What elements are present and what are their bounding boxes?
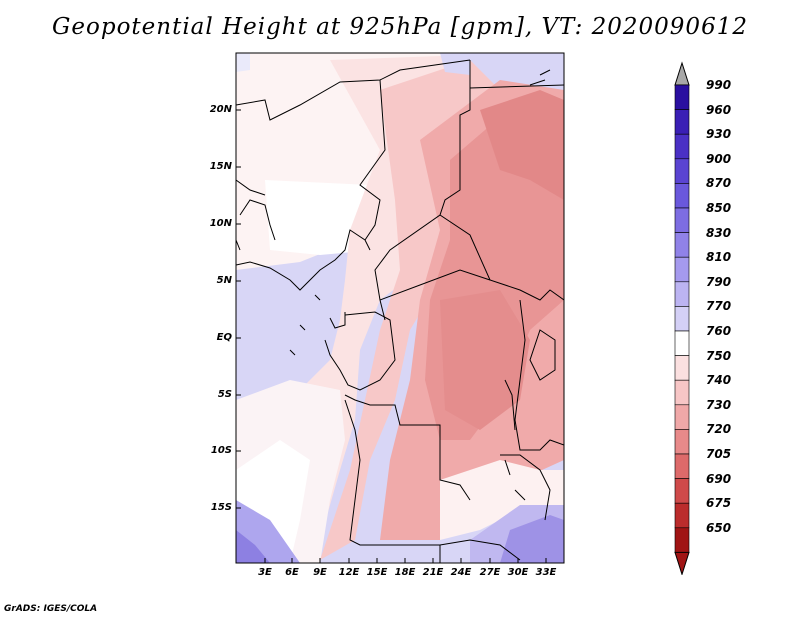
lon-label: 18E [394,567,416,578]
colorbar-tick-label: 810 [706,250,732,265]
colorbar-tick-label: 850 [706,201,732,215]
lon-label: 12E [338,567,360,578]
map-frame [235,52,565,564]
colorbar-swatch [674,281,690,307]
colorbar-tick-label: 990 [706,78,732,92]
colorbar-tick-label: 720 [706,422,732,437]
colorbar-tick-label: 730 [706,397,732,412]
lon-label: 6E [285,567,299,578]
lon-label: 30E [507,567,529,578]
lat-label: 10S [210,445,232,456]
map-title: Geopotential Height at 925hPa [gpm], VT:… [52,14,748,40]
colorbar-swatch [674,232,690,258]
colorbar-swatch [674,502,690,529]
colorbar-swatch [674,133,690,160]
lat-label: EQ [216,332,232,343]
colorbar-swatch [674,429,690,455]
colorbar-tick-label: 870 [706,176,732,191]
colorbar-swatch [674,527,690,553]
lat-label: 5N [216,275,232,286]
colorbar-swatch [674,183,690,209]
colorbar-tick-label: 705 [706,447,732,461]
colorbar-swatch [674,306,690,332]
colorbar-swatch [674,453,690,479]
colorbar-swatch [674,158,690,184]
colorbar-tick-label: 790 [706,274,732,289]
colorbar-swatch [674,478,690,504]
lon-label: 15E [366,567,388,578]
colorbar-swatch [674,355,690,381]
colorbar-tick-label: 760 [706,324,732,338]
colorbar-swatch [674,207,690,233]
colorbar-tick-label: 900 [706,151,732,166]
lat-label: 10N [209,218,232,229]
colorbar-tick-label: 690 [706,471,732,486]
colorbar-tick-label: 740 [706,373,732,388]
colorbar [674,61,690,575]
colorbar-tick-label: 675 [706,496,732,511]
colorbar-swatch [674,330,690,356]
lon-label: 33E [535,567,557,578]
lat-label: 15N [209,161,232,172]
colorbar-tick-label: 830 [706,225,732,240]
colorbar-tick-label: 960 [706,102,732,117]
lon-label: 24E [450,567,472,578]
country-borders [236,59,564,563]
colorbar-upper-arrow [674,61,690,86]
colorbar-swatch [674,404,690,430]
lat-label: 5S [217,389,232,400]
lat-label: 15S [210,502,232,513]
colorbar-tick-label: 770 [706,299,732,314]
colorbar-tick-label: 750 [706,348,732,363]
colorbar-swatch [674,379,690,406]
colorbar-lower-arrow [674,551,690,575]
lat-label: 20N [209,104,232,115]
lon-label: 27E [479,567,501,578]
colorbar-swatch [674,84,690,110]
colorbar-swatch [674,256,690,283]
lon-label: 21E [422,567,444,578]
colorbar-tick-label: 650 [706,520,732,535]
lon-label: 9E [313,567,327,578]
credit-label: GrADS: IGES/COLA [4,604,98,614]
lon-label: 3E [258,567,272,578]
colorbar-swatch [674,109,690,135]
height-field [236,53,564,563]
axis-ticks [236,109,547,563]
colorbar-tick-label: 930 [706,127,732,142]
